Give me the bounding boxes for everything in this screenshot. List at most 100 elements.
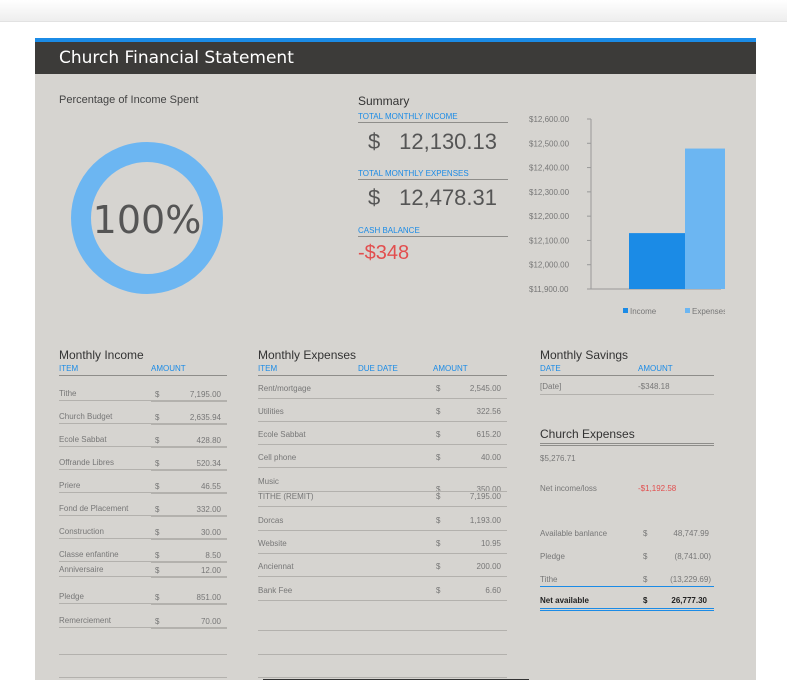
- income-item[interactable]: Priere: [59, 481, 81, 490]
- expense-row-line: [258, 444, 507, 445]
- page-title: Church Financial Statement: [59, 48, 294, 68]
- expense-item[interactable]: Anciennat: [258, 562, 294, 571]
- net-available-value: 26,777.30: [671, 596, 707, 605]
- available-balance-label: Available banlance: [540, 529, 608, 538]
- expense-currency: $: [436, 384, 441, 393]
- income-amount[interactable]: 30.00: [200, 528, 221, 537]
- browser-top-bar: [0, 0, 787, 22]
- y-tick-label: $12,300.00: [529, 188, 570, 197]
- expense-currency: $: [436, 407, 441, 416]
- expense-row-line: [258, 600, 507, 601]
- expense-currency: $: [436, 516, 441, 525]
- expense-row-line: [258, 553, 507, 554]
- income-item[interactable]: Church Budget: [59, 412, 113, 421]
- savings-title: Monthly Savings: [540, 348, 629, 362]
- income-currency: $: [155, 459, 160, 468]
- expense-item[interactable]: Cell phone: [258, 453, 297, 462]
- title-bar: Church Financial Statement: [35, 42, 756, 74]
- income-amount[interactable]: 46.55: [200, 482, 221, 491]
- net-available-double-line: [540, 608, 714, 611]
- income-row-line: [59, 400, 227, 401]
- legend-label: Expenses: [692, 307, 725, 316]
- income-currency: $: [155, 390, 160, 399]
- expense-amount[interactable]: 200.00: [476, 562, 501, 571]
- income-col-amount: AMOUNT: [151, 364, 186, 373]
- available-balance-value: 48,747.99: [673, 529, 709, 538]
- expense-row-line: [258, 467, 507, 468]
- income-header-line: [59, 375, 227, 376]
- expense-row-line: [258, 677, 507, 678]
- income-amount[interactable]: 332.00: [196, 505, 221, 514]
- income-amount[interactable]: 428.80: [196, 436, 221, 445]
- income-item[interactable]: Fond de Placement: [59, 504, 129, 513]
- income-row-line: [59, 677, 227, 678]
- expense-amount[interactable]: 10.95: [480, 539, 501, 548]
- expense-item[interactable]: Music: [258, 477, 279, 486]
- expense-item[interactable]: Utilities: [258, 407, 284, 416]
- income-item[interactable]: Tithe: [59, 389, 77, 398]
- income-item[interactable]: Anniversaire: [59, 565, 104, 574]
- expense-amount[interactable]: 350.00: [476, 485, 501, 494]
- income-item[interactable]: Offrande Libres: [59, 458, 114, 467]
- savings-date[interactable]: [Date]: [540, 382, 562, 391]
- income-amount[interactable]: 12.00: [200, 566, 221, 575]
- expense-amount[interactable]: 40.00: [480, 453, 501, 462]
- income-item[interactable]: Ecole Sabbat: [59, 435, 107, 444]
- expense-row-line: [258, 421, 507, 422]
- tithe-label: Tithe: [540, 575, 558, 584]
- income-expenses-chart: $12,600.00 $12,500.00 $12,400.00 $12,300.00…: [529, 115, 725, 316]
- expenses-title: Monthly Expenses: [258, 348, 357, 362]
- income-item[interactable]: Construction: [59, 527, 104, 536]
- income-row-line: [59, 469, 227, 470]
- expense-amount[interactable]: 615.20: [476, 430, 501, 439]
- expense-currency: $: [436, 539, 441, 548]
- expense-item[interactable]: Bank Fee: [258, 586, 293, 595]
- income-amount[interactable]: 7,195.00: [189, 390, 221, 399]
- income-item[interactable]: Pledge: [59, 592, 84, 601]
- expense-row-line: [258, 530, 507, 531]
- expense-row-line: [258, 654, 507, 655]
- expense-amount[interactable]: 322.56: [476, 407, 501, 416]
- percent-label: Percentage of Income Spent: [59, 94, 199, 106]
- expenses-col-due: DUE DATE: [358, 364, 398, 373]
- income-amount-line: [151, 604, 227, 605]
- expense-amount[interactable]: 6.60: [485, 586, 501, 595]
- income-amount[interactable]: 8.50: [205, 551, 221, 560]
- income-currency: $: [155, 566, 160, 575]
- expense-item[interactable]: Rent/mortgage: [258, 384, 311, 393]
- income-row-line: [59, 538, 227, 539]
- income-currency: $: [155, 505, 160, 514]
- income-currency: $: [155, 617, 160, 626]
- income-item[interactable]: Remerciement: [59, 616, 112, 625]
- expense-item[interactable]: Ecole Sabbat: [258, 430, 306, 439]
- church-expenses-value: $5,276.71: [540, 454, 576, 463]
- expense-row-line: [258, 630, 507, 631]
- expense-amount[interactable]: 2,545.00: [469, 384, 501, 393]
- income-row-line: [59, 654, 227, 655]
- income-amount[interactable]: 851.00: [196, 593, 221, 602]
- expense-item[interactable]: TITHE (REMIT): [258, 492, 314, 501]
- income-row-line: [59, 423, 227, 424]
- income-amount[interactable]: 2,635.94: [189, 413, 221, 422]
- expense-amount[interactable]: 1,193.00: [469, 516, 501, 525]
- income-currency: $: [155, 528, 160, 537]
- income-amount[interactable]: 70.00: [200, 617, 221, 626]
- income-row-line: [59, 576, 227, 577]
- income-currency: $: [155, 593, 160, 602]
- church-expenses-double-line: [540, 443, 714, 446]
- net-income-value: -$1,192.58: [638, 484, 677, 493]
- savings-header-line: [540, 375, 714, 376]
- legend-label: Income: [630, 307, 657, 316]
- expense-item[interactable]: Website: [258, 539, 287, 548]
- summary-divider: [358, 122, 508, 123]
- expense-row-line: [258, 491, 507, 492]
- income-item[interactable]: Classe enfantine: [59, 550, 119, 559]
- church-expenses-title: Church Expenses: [540, 427, 635, 441]
- income-amount[interactable]: 520.34: [196, 459, 221, 468]
- expense-currency: $: [436, 562, 441, 571]
- tithe-currency: $: [643, 575, 648, 584]
- expense-item[interactable]: Dorcas: [258, 516, 284, 525]
- expense-row-line: [258, 576, 507, 577]
- savings-amount: -$348.18: [638, 382, 670, 391]
- expense-amount[interactable]: 7,195.00: [469, 492, 501, 501]
